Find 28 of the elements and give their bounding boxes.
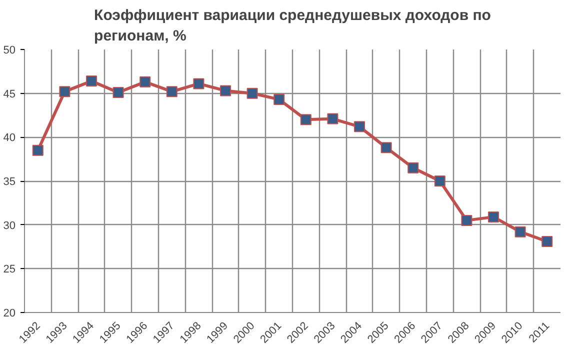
- point: [461, 214, 472, 226]
- point: [300, 114, 312, 126]
- point: [380, 142, 392, 154]
- chart-title: Коэффициент вариации среднедушевых доходов по регионам, %: [94, 7, 491, 44]
- y-tick-label: 30: [3, 220, 16, 232]
- point: [140, 76, 151, 88]
- y-tick-label: 20: [3, 308, 16, 320]
- point: [408, 162, 419, 174]
- point: [220, 85, 231, 96]
- point: [112, 86, 124, 98]
- y-tick-label: 50: [3, 44, 16, 56]
- y-tick-label: 25: [3, 264, 16, 276]
- point: [193, 78, 204, 90]
- point: [354, 121, 365, 132]
- point: [166, 86, 178, 98]
- point: [59, 86, 70, 98]
- y-tick-label: 35: [3, 176, 16, 188]
- point: [274, 94, 285, 105]
- point: [246, 88, 258, 99]
- y-tick-label: 40: [3, 132, 16, 144]
- point: [32, 144, 44, 156]
- point: [434, 176, 446, 186]
- point: [514, 226, 526, 238]
- point: [327, 113, 338, 124]
- point: [542, 236, 553, 247]
- point: [86, 76, 97, 87]
- y-tick-label: 45: [3, 88, 16, 100]
- point: [488, 211, 499, 222]
